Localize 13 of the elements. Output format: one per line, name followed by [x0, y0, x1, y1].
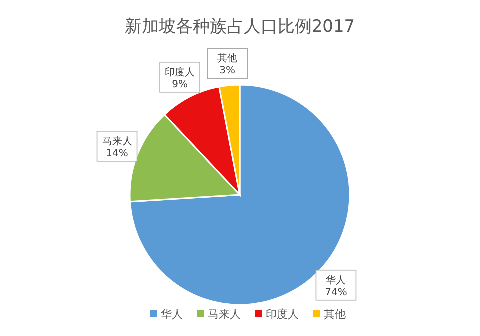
legend-label: 其他	[324, 308, 346, 321]
data-label: 9%	[172, 79, 188, 90]
slice-label: 华人	[326, 274, 346, 286]
legend-label: 马来人	[208, 308, 241, 321]
data-label: 74%	[325, 287, 348, 298]
slice-label: 其他	[218, 52, 238, 65]
legend-label: 华人	[161, 308, 183, 321]
slice-label: 印度人	[165, 66, 196, 78]
chart-title: 新加坡各种族占人口比例2017	[124, 17, 356, 37]
data-label: 14%	[106, 148, 128, 160]
slice-label: 马来人	[102, 135, 132, 148]
data-label: 3%	[220, 66, 236, 77]
legend-label: 印度人	[266, 308, 299, 321]
